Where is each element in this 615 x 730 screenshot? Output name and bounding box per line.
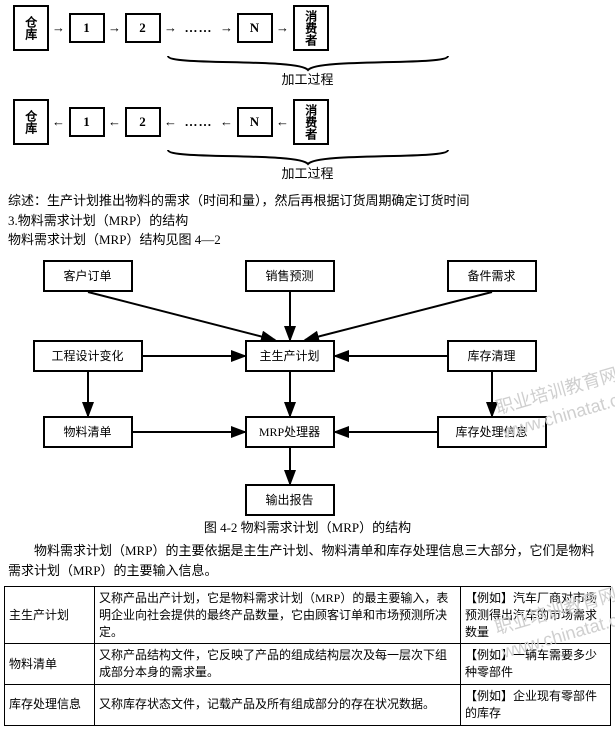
- table-row: 物料清单 又称产品结构文件，它反映了产品的组成结构层次及每一层次下组成部分本身的…: [5, 644, 611, 685]
- arrow-left-icon: ←: [105, 112, 125, 132]
- row-desc: 又称产品出产计划，它是物料需求计划（MRP）的最主要输入，表明企业向社会提供的最…: [95, 587, 461, 644]
- d2-bom: 物料清单: [43, 416, 133, 448]
- d2-master-plan: 主生产计划: [245, 340, 335, 372]
- step-box: N: [237, 107, 273, 137]
- d2-sales-forecast: 销售预测: [245, 260, 335, 292]
- step-box: 2: [125, 13, 161, 43]
- mrp-structure-diagram: 客户订单 销售预测 备件需求 工程设计变化 主生产计划 库存清理 物料清单 MR…: [13, 256, 603, 516]
- row-example: 【例如】一辆车需要多少种零部件: [461, 644, 611, 685]
- row-example: 【例如】汽车厂商对市场预测得出汽车的市场需求数量: [461, 587, 611, 644]
- arrow-right-icon: →: [217, 18, 237, 38]
- processing-label: 加工过程: [13, 164, 603, 184]
- row-header: 物料清单: [5, 644, 95, 685]
- row-header: 主生产计划: [5, 587, 95, 644]
- consumer-box: 消费者: [293, 5, 329, 51]
- d2-mrp-processor: MRP处理器: [245, 416, 335, 448]
- after-diagram-text: 物料需求计划（MRP）的主要依据是主生产计划、物料清单和库存处理信息三大部分，它…: [4, 541, 611, 580]
- d2-inv-info: 库存处理信息: [437, 416, 547, 448]
- section3-sub: 物料需求计划（MRP）结构见图 4—2: [4, 230, 611, 250]
- mrp-arrows-svg: [13, 256, 603, 516]
- d2-cust-order: 客户订单: [43, 260, 133, 292]
- figure-4-2-caption: 图 4-2 物料需求计划（MRP）的结构: [4, 518, 611, 538]
- row-desc: 又称产品结构文件，它反映了产品的组成结构层次及每一层次下组成部分本身的需求量。: [95, 644, 461, 685]
- arrow-right-icon: →: [49, 18, 69, 38]
- arrow-left-icon: ←: [273, 112, 293, 132]
- summary-text: 综述：生产计划推出物料的需求（时间和量），然后再根据订货周期确定订货时间: [4, 191, 611, 211]
- arrow-right-icon: →: [273, 18, 293, 38]
- flow-row-forward: 仓库 → 1 → 2 → …… → N → 消费者: [13, 4, 603, 52]
- arrow-right-icon: →: [105, 18, 125, 38]
- arrow-left-icon: ←: [49, 112, 69, 132]
- step-box: 1: [69, 107, 105, 137]
- brace-forward: 加工过程: [13, 54, 603, 90]
- step-box: 1: [69, 13, 105, 43]
- warehouse-box: 仓库: [13, 5, 49, 51]
- flow-row-backward: 仓库 ← 1 ← 2 ← …… ← N ← 消费者: [13, 98, 603, 146]
- processing-flow-diagram: 仓库 → 1 → 2 → …… → N → 消费者 加工过程 仓库 ← 1 ← …: [13, 4, 603, 183]
- arrow-left-icon: ←: [161, 112, 181, 132]
- d2-inv-clean: 库存清理: [447, 340, 537, 372]
- arrow-right-icon: →: [161, 18, 181, 38]
- d2-eng-change: 工程设计变化: [33, 340, 143, 372]
- table-row: 主生产计划 又称产品出产计划，它是物料需求计划（MRP）的最主要输入，表明企业向…: [5, 587, 611, 644]
- d2-spare-demand: 备件需求: [447, 260, 537, 292]
- step-box: 2: [125, 107, 161, 137]
- ellipsis: ……: [181, 18, 217, 38]
- d2-report: 输出报告: [245, 484, 335, 516]
- warehouse-box: 仓库: [13, 99, 49, 145]
- ellipsis: ……: [181, 112, 217, 132]
- arrow-left-icon: ←: [217, 112, 237, 132]
- consumer-box: 消费者: [293, 99, 329, 145]
- step-box: N: [237, 13, 273, 43]
- processing-label: 加工过程: [13, 70, 603, 90]
- brace-backward: 加工过程: [13, 148, 603, 184]
- section3-title: 3.物料需求计划（MRP）的结构: [4, 211, 611, 231]
